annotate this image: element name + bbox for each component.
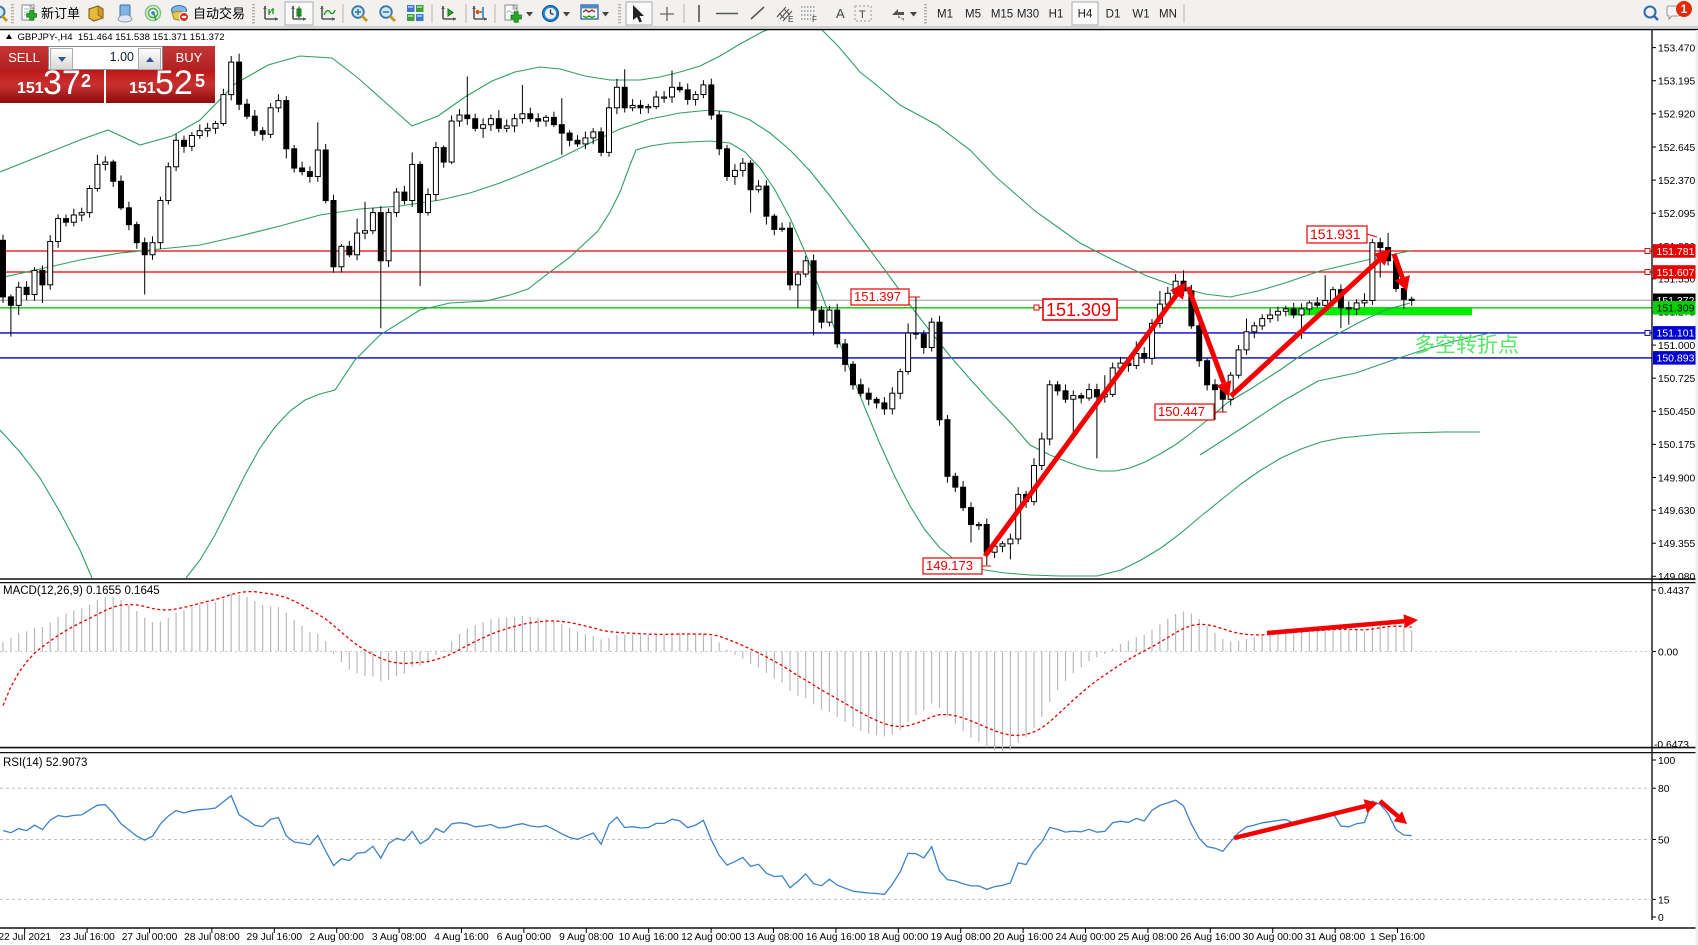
- svg-text:153.195: 153.195: [1658, 77, 1695, 88]
- svg-text:18 Aug 00:00: 18 Aug 00:00: [868, 932, 928, 943]
- svg-text:自动交易: 自动交易: [193, 6, 245, 21]
- svg-text:MACD(12,26,9) 0.1655 0.1645: MACD(12,26,9) 0.1655 0.1645: [3, 585, 160, 597]
- svg-text:80: 80: [1658, 784, 1670, 795]
- svg-text:19 Aug 08:00: 19 Aug 08:00: [931, 932, 991, 943]
- svg-text:151.309: 151.309: [1046, 300, 1111, 320]
- svg-text:15: 15: [1658, 895, 1670, 906]
- svg-text:12 Aug 00:00: 12 Aug 00:00: [681, 932, 741, 943]
- svg-text:6 Aug 00:00: 6 Aug 00:00: [497, 932, 552, 943]
- svg-text:M15: M15: [991, 9, 1013, 21]
- svg-text:M1: M1: [937, 9, 953, 21]
- svg-text:2 Aug 00:00: 2 Aug 00:00: [310, 932, 365, 943]
- svg-text:151.397: 151.397: [854, 289, 901, 304]
- svg-text:151.101: 151.101: [1657, 328, 1695, 340]
- svg-text:9 Aug 08:00: 9 Aug 08:00: [559, 932, 614, 943]
- svg-text:-0.6473: -0.6473: [1654, 740, 1689, 751]
- svg-text:25 Aug 08:00: 25 Aug 08:00: [1118, 932, 1178, 943]
- svg-text:149.900: 149.900: [1658, 473, 1695, 484]
- svg-text:W1: W1: [1132, 9, 1149, 21]
- svg-text:16 Aug 16:00: 16 Aug 16:00: [806, 932, 866, 943]
- svg-text:24 Aug 00:00: 24 Aug 00:00: [1055, 932, 1115, 943]
- svg-text:0.00: 0.00: [1658, 648, 1678, 659]
- svg-text:150.447: 150.447: [1158, 404, 1205, 419]
- svg-text:152.370: 152.370: [1658, 176, 1695, 187]
- svg-text:F: F: [812, 15, 817, 24]
- svg-text:152.645: 152.645: [1658, 143, 1695, 154]
- svg-text:1: 1: [1681, 2, 1688, 16]
- svg-text:A: A: [836, 6, 845, 21]
- svg-text:H4: H4: [1078, 9, 1093, 21]
- svg-text:151.550: 151.550: [1658, 275, 1695, 286]
- svg-text:22 Jul 2021: 22 Jul 2021: [0, 932, 51, 943]
- svg-text:26 Aug 16:00: 26 Aug 16:00: [1180, 932, 1240, 943]
- svg-text:4 Aug 16:00: 4 Aug 16:00: [434, 932, 489, 943]
- svg-text:3 Aug 08:00: 3 Aug 08:00: [372, 932, 427, 943]
- svg-text:13 Aug 08:00: 13 Aug 08:00: [743, 932, 803, 943]
- svg-text:151.781: 151.781: [1657, 246, 1695, 258]
- svg-text:RSI(14) 52.9073: RSI(14) 52.9073: [3, 757, 87, 769]
- svg-text:149.173: 149.173: [926, 558, 973, 573]
- svg-text:151.931: 151.931: [1310, 226, 1361, 242]
- svg-text:28 Jul 08:00: 28 Jul 08:00: [184, 932, 240, 943]
- svg-text:31 Aug 08:00: 31 Aug 08:00: [1305, 932, 1365, 943]
- svg-text:149.355: 149.355: [1658, 539, 1695, 550]
- svg-text:T: T: [859, 9, 866, 21]
- svg-text:150.175: 150.175: [1658, 440, 1695, 451]
- svg-text:10 Aug 16:00: 10 Aug 16:00: [619, 932, 679, 943]
- svg-text:150.893: 150.893: [1657, 353, 1695, 365]
- svg-text:150.450: 150.450: [1658, 407, 1695, 418]
- svg-text:151.309: 151.309: [1657, 303, 1695, 315]
- svg-text:23 Jul 16:00: 23 Jul 16:00: [59, 932, 115, 943]
- svg-text:M30: M30: [1017, 9, 1039, 21]
- svg-text:152.095: 152.095: [1658, 209, 1695, 220]
- svg-text:151.000: 151.000: [1658, 341, 1695, 352]
- svg-text:MN: MN: [1159, 9, 1177, 21]
- svg-text:E: E: [788, 15, 793, 24]
- svg-text:100: 100: [1658, 756, 1675, 767]
- svg-text:149.630: 149.630: [1658, 506, 1695, 517]
- svg-text:27 Jul 00:00: 27 Jul 00:00: [122, 932, 178, 943]
- svg-text:150.725: 150.725: [1658, 374, 1695, 385]
- svg-text:M5: M5: [965, 9, 981, 21]
- svg-text:0: 0: [1658, 913, 1664, 924]
- svg-text:149.080: 149.080: [1658, 572, 1695, 583]
- svg-text:29 Jul 16:00: 29 Jul 16:00: [247, 932, 303, 943]
- svg-text:0.4437: 0.4437: [1658, 586, 1690, 597]
- svg-text:多空转折点: 多空转折点: [1414, 334, 1519, 357]
- svg-text:D1: D1: [1106, 9, 1121, 21]
- svg-text:1 Sep 16:00: 1 Sep 16:00: [1370, 932, 1425, 943]
- svg-text:151.607: 151.607: [1657, 267, 1695, 279]
- svg-text:H1: H1: [1049, 9, 1064, 21]
- svg-text:153.470: 153.470: [1658, 43, 1695, 54]
- svg-text:152.920: 152.920: [1658, 110, 1695, 121]
- svg-text:新订单: 新订单: [41, 6, 80, 21]
- svg-text:20 Aug 16:00: 20 Aug 16:00: [993, 932, 1053, 943]
- svg-text:30 Aug 00:00: 30 Aug 00:00: [1243, 932, 1303, 943]
- svg-text:50: 50: [1658, 836, 1670, 847]
